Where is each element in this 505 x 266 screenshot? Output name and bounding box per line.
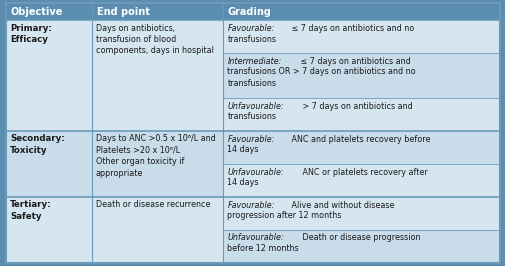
Bar xyxy=(223,20,499,53)
Text: Grading: Grading xyxy=(227,6,271,16)
Text: Objective: Objective xyxy=(10,6,63,16)
Text: Unfavourable:: Unfavourable: xyxy=(227,168,283,177)
Text: Days to ANC >0.5 x 10⁶/L and
Platelets >20 x 10⁶/L
Other organ toxicity if
appro: Days to ANC >0.5 x 10⁶/L and Platelets >… xyxy=(95,134,215,178)
Text: ANC and platelets recovery before: ANC and platelets recovery before xyxy=(288,135,429,144)
Bar xyxy=(6,3,499,20)
Bar xyxy=(223,53,499,98)
Text: Primary:
Efficacy: Primary: Efficacy xyxy=(10,24,52,44)
Bar xyxy=(223,164,499,197)
Text: ≤ 7 days on antibiotics and no: ≤ 7 days on antibiotics and no xyxy=(288,24,413,33)
Text: Secondary:
Toxicity: Secondary: Toxicity xyxy=(10,134,65,155)
Text: transfusions: transfusions xyxy=(227,113,276,122)
Bar xyxy=(223,197,499,230)
Text: Intermediate:: Intermediate: xyxy=(227,57,281,66)
Bar xyxy=(223,98,499,131)
Bar xyxy=(223,131,499,164)
Text: Favourable:: Favourable: xyxy=(227,24,274,33)
Text: Favourable:: Favourable: xyxy=(227,135,274,144)
Text: Death or disease progression: Death or disease progression xyxy=(300,234,420,242)
Text: Unfavourable:: Unfavourable: xyxy=(227,102,283,111)
Bar xyxy=(6,20,499,131)
Text: transfusions OR > 7 days on antibiotics and no
transfusions: transfusions OR > 7 days on antibiotics … xyxy=(227,67,415,88)
Bar xyxy=(223,230,499,263)
Bar xyxy=(6,197,499,263)
Text: Unfavourable:: Unfavourable: xyxy=(227,234,283,242)
Text: Favourable:: Favourable: xyxy=(227,201,274,210)
Text: before 12 months: before 12 months xyxy=(227,244,298,253)
Bar xyxy=(6,131,499,197)
Text: Death or disease recurrence: Death or disease recurrence xyxy=(95,200,210,209)
Text: 14 days: 14 days xyxy=(227,145,259,154)
Text: > 7 days on antibiotics and: > 7 days on antibiotics and xyxy=(300,102,413,111)
Text: Tertiary:
Safety: Tertiary: Safety xyxy=(10,200,52,221)
Text: ≤ 7 days on antibiotics and: ≤ 7 days on antibiotics and xyxy=(297,57,410,66)
Text: 14 days: 14 days xyxy=(227,178,259,187)
Text: ANC or platelets recovery after: ANC or platelets recovery after xyxy=(300,168,427,177)
Text: transfusions: transfusions xyxy=(227,35,276,44)
Text: Days on antibiotics,
transfusion of blood
components, days in hospital: Days on antibiotics, transfusion of bloo… xyxy=(95,24,213,55)
Text: progression after 12 months: progression after 12 months xyxy=(227,211,341,220)
Text: Alive and without disease: Alive and without disease xyxy=(288,201,393,210)
Text: End point: End point xyxy=(96,6,149,16)
